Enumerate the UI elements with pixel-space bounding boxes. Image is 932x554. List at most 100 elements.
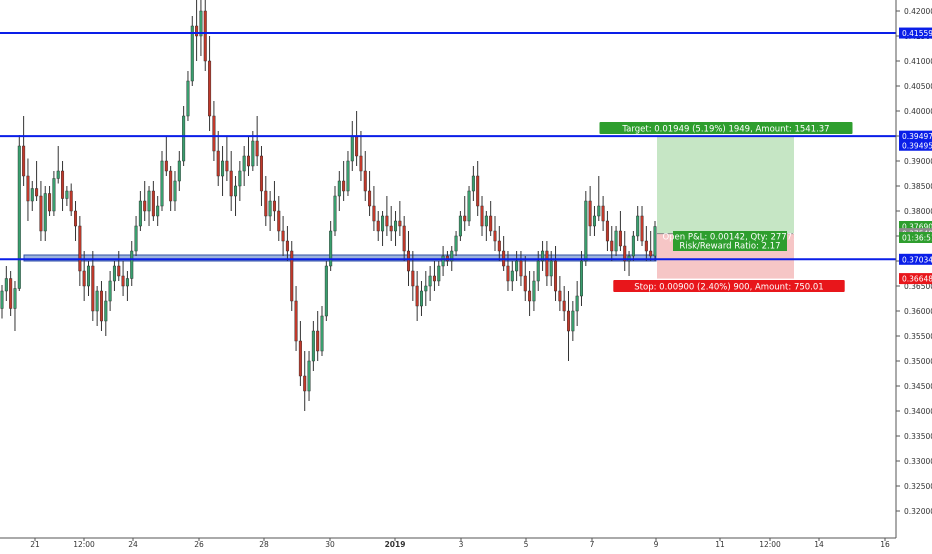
pnl-label-box <box>673 231 787 251</box>
candle-body <box>281 230 285 242</box>
stop-label-box <box>613 280 845 292</box>
candle-body <box>26 175 30 202</box>
candle <box>320 306 324 356</box>
candle <box>234 176 238 216</box>
candle-body <box>255 140 259 157</box>
candle-body <box>510 270 514 282</box>
y-tick-label: 0.35500 <box>904 332 932 341</box>
candle-body <box>91 265 95 312</box>
candle-body <box>190 25 194 82</box>
candle-body <box>285 240 289 252</box>
candle <box>554 246 558 301</box>
candle-body <box>61 170 65 199</box>
candle <box>52 171 56 216</box>
pnl-label: Open P&L: 0.00142, Qty: 27777Risk/Reward… <box>662 231 798 252</box>
candle <box>264 176 268 226</box>
candle <box>536 251 540 291</box>
candle-body <box>605 220 609 242</box>
candle-body <box>389 225 393 232</box>
candle-body <box>601 205 605 222</box>
y-tick-label: 0.41000 <box>904 57 932 66</box>
candle-body <box>506 265 510 282</box>
candle-body <box>359 155 363 172</box>
candle <box>246 136 250 176</box>
candle-body <box>225 160 229 172</box>
price-tag-text: 0.37690 <box>902 223 932 232</box>
candle-body <box>398 220 402 227</box>
candle-body <box>476 175 480 207</box>
price-tag-text: 0.39495 <box>902 141 932 150</box>
candle <box>333 186 337 236</box>
candle <box>121 261 125 296</box>
candle-body <box>151 190 155 217</box>
candle-body <box>82 270 86 287</box>
candle-body <box>117 265 121 277</box>
candle <box>30 181 34 211</box>
candle-body <box>597 205 601 217</box>
candle <box>173 171 177 211</box>
candle <box>143 181 147 221</box>
x-tick-label: 16 <box>880 540 890 549</box>
candle <box>169 166 173 211</box>
price-tag-box <box>899 27 932 39</box>
price-tag-text: 0.41559 <box>902 29 932 38</box>
candle <box>86 261 90 296</box>
candle <box>39 181 43 241</box>
candle-body <box>350 135 354 162</box>
candle <box>653 221 657 261</box>
candle <box>467 186 471 226</box>
candle-body <box>532 280 536 302</box>
candle-body <box>303 375 307 392</box>
candle <box>151 181 155 221</box>
candle-body <box>221 160 225 177</box>
price-tag: 0.37034 <box>899 253 932 265</box>
candle <box>26 158 30 221</box>
candle-body <box>4 278 8 292</box>
candle-body <box>311 330 315 362</box>
candle-body <box>203 10 207 62</box>
candle <box>268 191 272 231</box>
candle-body <box>567 310 571 332</box>
candle-body <box>545 250 549 277</box>
price-tag: 0.41559 <box>899 27 932 39</box>
x-tick-label: 14 <box>814 540 824 549</box>
candle-body <box>121 275 125 287</box>
candle <box>238 161 242 201</box>
candle <box>614 226 618 256</box>
candle <box>532 271 536 311</box>
candle <box>605 211 609 251</box>
candle <box>528 271 532 316</box>
price-tag-text: 0.39497 <box>902 132 932 141</box>
candle-body <box>56 170 60 179</box>
y-tick-label: 0.39000 <box>904 157 932 166</box>
candle-body <box>238 170 242 187</box>
candle <box>458 211 462 241</box>
candle-body <box>489 215 493 232</box>
candle-body <box>147 190 151 212</box>
candle-body <box>259 155 263 192</box>
candle-body <box>376 220 380 232</box>
candle <box>259 146 263 206</box>
candle <box>104 291 108 336</box>
candle-body <box>402 225 406 252</box>
candle-body <box>324 265 328 317</box>
candle <box>493 216 497 251</box>
candle-body <box>463 215 467 222</box>
candle <box>506 251 510 291</box>
candle <box>208 36 212 131</box>
candle <box>428 266 432 301</box>
candle <box>363 151 367 201</box>
candle <box>43 186 47 241</box>
candle-body <box>333 195 337 232</box>
candle <box>298 321 302 386</box>
candle-body <box>428 275 432 287</box>
candle-body <box>134 225 138 252</box>
candle <box>125 271 129 301</box>
candle-body <box>385 215 389 227</box>
price-tag: 0.37690 <box>899 221 932 232</box>
y-tick-label: 0.40500 <box>904 82 932 91</box>
candle-body <box>251 140 255 167</box>
candle-body <box>649 250 653 257</box>
candle-body <box>575 295 579 312</box>
